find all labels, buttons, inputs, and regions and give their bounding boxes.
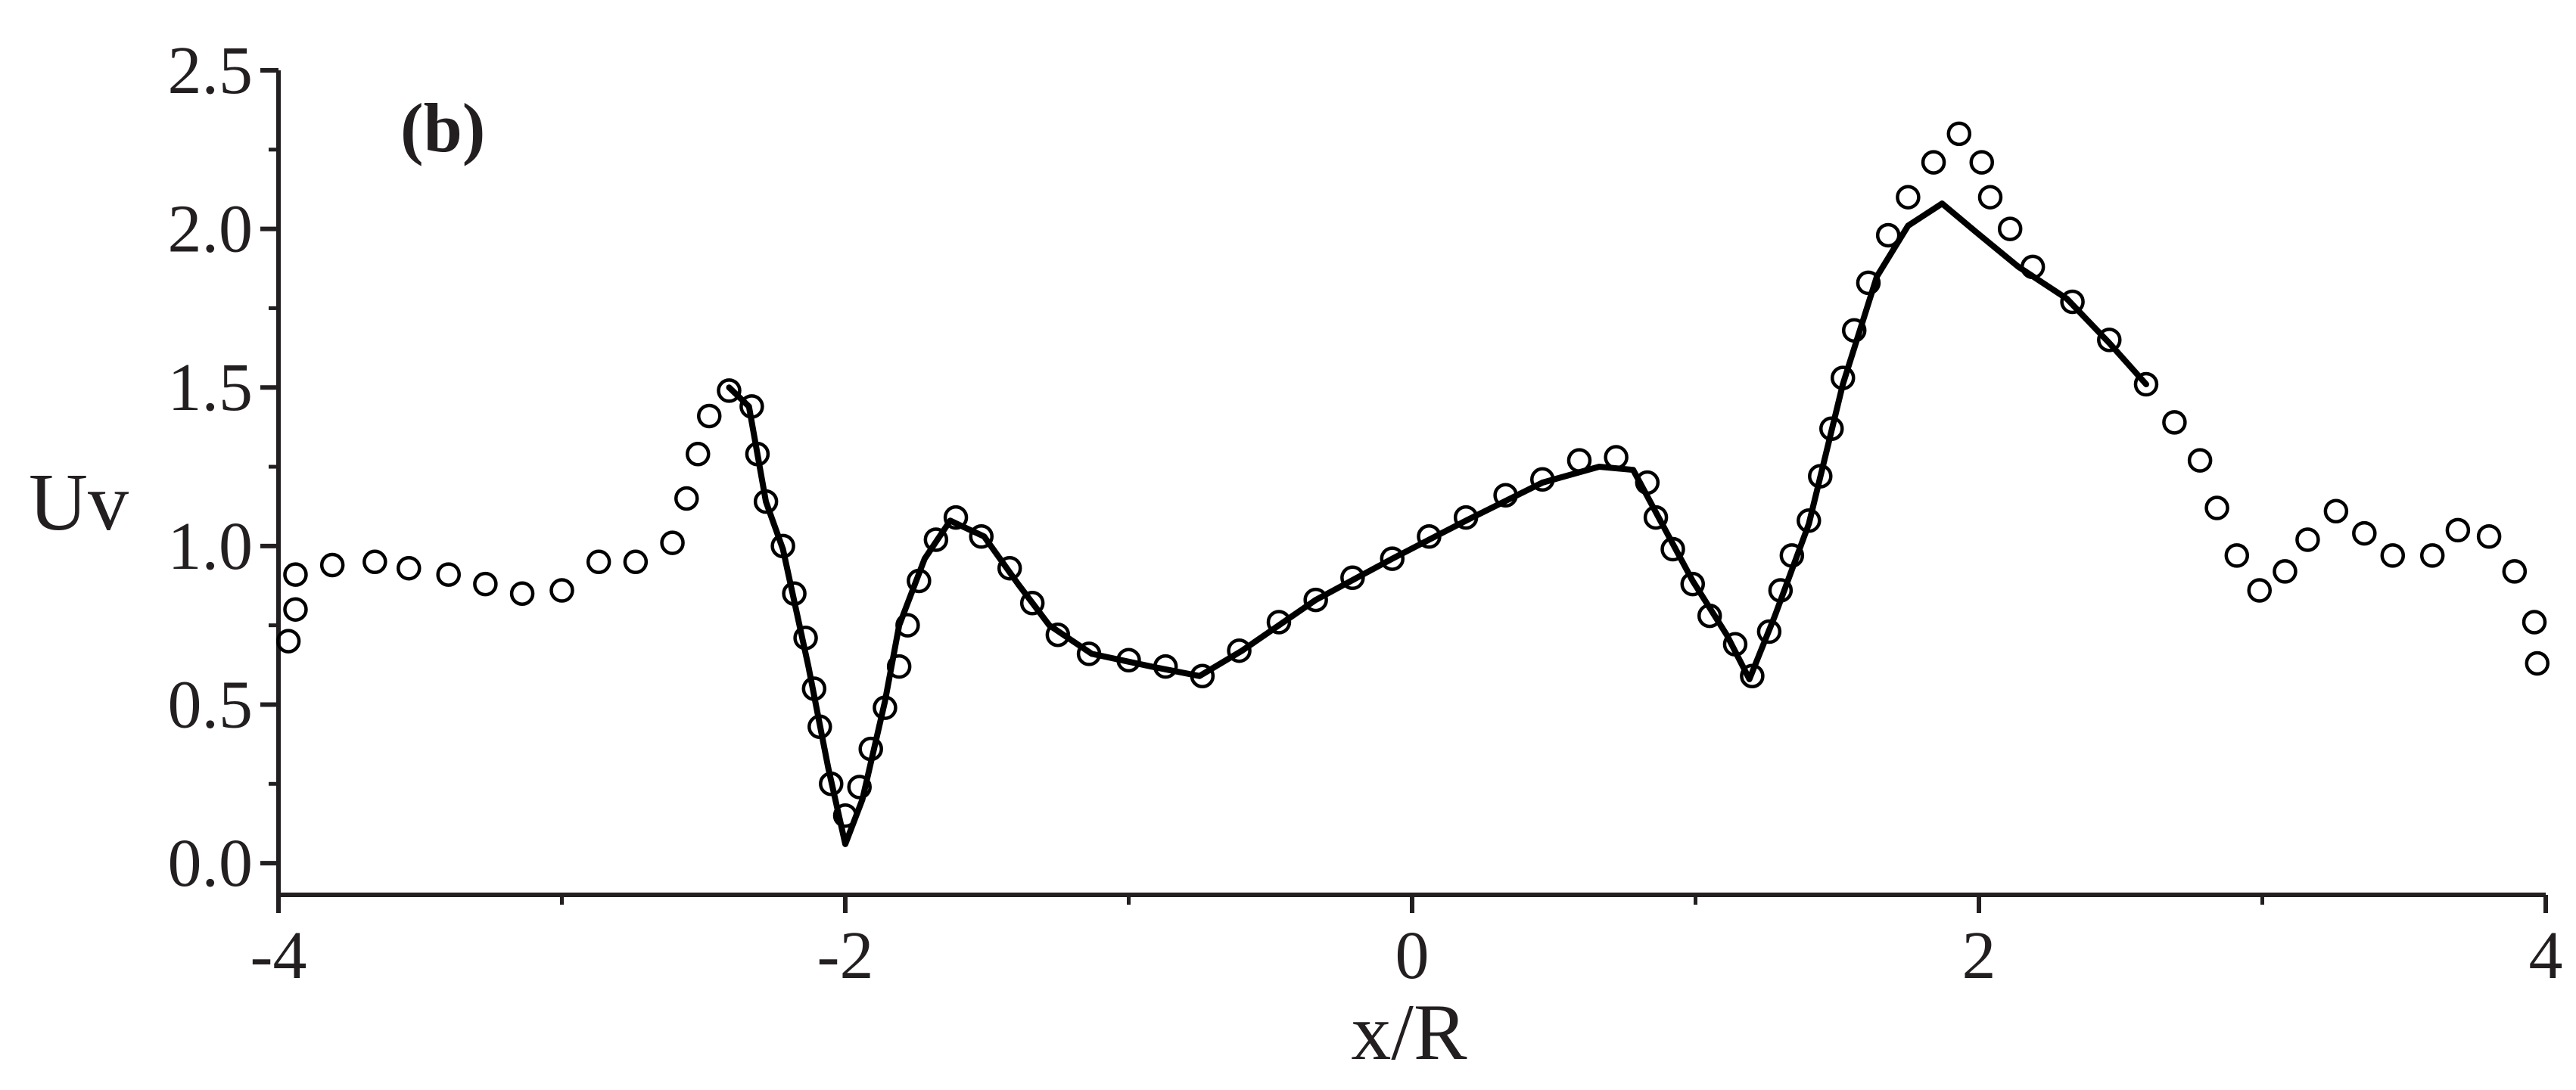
data-point xyxy=(473,571,498,597)
data-point xyxy=(1019,591,1045,616)
x-tick-label: 4 xyxy=(2529,918,2563,993)
data-point xyxy=(2522,610,2547,635)
data-point xyxy=(2323,498,2349,523)
data-point xyxy=(1969,150,1994,175)
data-point xyxy=(997,555,1022,581)
y-tick-label: 0.5 xyxy=(168,667,254,742)
data-point xyxy=(2224,543,2250,568)
data-line xyxy=(726,200,2149,847)
y-tick-label: 2.5 xyxy=(168,33,254,108)
y-tick-label: 1.0 xyxy=(168,509,254,584)
y-tick-label: 0.0 xyxy=(168,826,254,901)
data-point xyxy=(283,562,308,587)
data-point xyxy=(686,442,711,467)
data-point xyxy=(2502,559,2528,584)
data-point xyxy=(1921,150,1946,175)
data-point xyxy=(2525,651,2550,676)
data-point xyxy=(1756,619,1782,644)
data-point xyxy=(660,530,685,555)
annotation: (b) xyxy=(400,89,485,166)
x-tick-label: -4 xyxy=(250,918,307,993)
data-point xyxy=(549,578,574,603)
data-point xyxy=(2419,543,2445,568)
data-point xyxy=(1266,610,1292,635)
data-point xyxy=(275,629,301,654)
x-axis-label: x/R xyxy=(1351,988,1467,1076)
data-point xyxy=(2162,410,2187,435)
data-point xyxy=(509,581,535,606)
data-point xyxy=(2476,524,2502,549)
data-point xyxy=(2133,371,2159,397)
data-point xyxy=(586,549,611,575)
data-point xyxy=(2273,559,2298,584)
data-point xyxy=(2247,578,2273,603)
x-tick-label: -2 xyxy=(817,918,874,993)
data-point xyxy=(1227,638,1252,663)
data-point xyxy=(2187,448,2213,473)
x-tick-label: 0 xyxy=(1395,918,1430,993)
y-tick-label: 1.5 xyxy=(168,350,254,425)
data-point xyxy=(436,562,461,587)
data-point xyxy=(319,552,345,578)
data-point xyxy=(1680,571,1706,597)
data-point xyxy=(696,403,722,429)
data-point xyxy=(2097,328,2122,352)
data-point xyxy=(717,378,742,403)
data-point xyxy=(1946,121,1972,147)
data-point xyxy=(2445,517,2471,543)
x-tick-label: 2 xyxy=(1962,918,1996,993)
data-point xyxy=(397,555,422,581)
data-point xyxy=(847,775,872,800)
data-point xyxy=(1896,185,1921,210)
data-point xyxy=(2352,520,2377,546)
data-point xyxy=(1303,587,1328,613)
y-tick-label: 2.0 xyxy=(168,192,254,267)
data-point xyxy=(2380,543,2406,568)
data-point xyxy=(969,524,994,549)
data-point xyxy=(623,549,649,575)
data-point xyxy=(2060,289,2085,315)
data-point xyxy=(674,486,699,511)
data-point xyxy=(943,505,969,530)
data-point xyxy=(283,597,308,622)
data-point xyxy=(1977,185,2003,210)
data-point xyxy=(1997,216,2023,241)
data-point xyxy=(1380,546,1405,571)
data-point xyxy=(2295,527,2320,552)
y-axis-label: Uv xyxy=(29,458,129,548)
data-point xyxy=(2204,495,2229,520)
data-point xyxy=(923,527,949,552)
data-point xyxy=(362,549,387,575)
